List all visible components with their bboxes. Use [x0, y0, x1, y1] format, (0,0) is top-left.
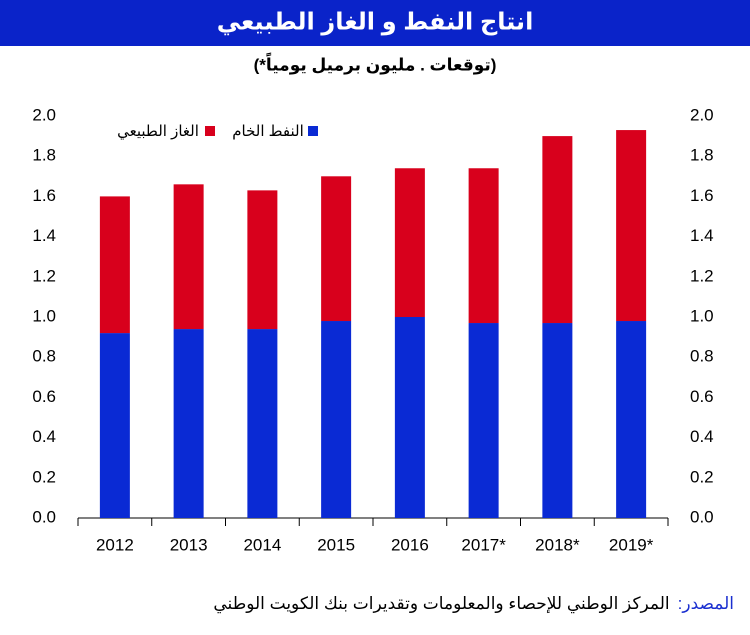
legend-label: الغاز الطبيعي	[117, 123, 199, 141]
y2-tick-label: 1.0	[690, 306, 714, 325]
y2-tick-label: 0.2	[690, 467, 714, 486]
y-tick-label: 1.0	[32, 306, 56, 325]
y2-tick-label: 0.4	[690, 427, 714, 446]
x-tick-label: 2012	[96, 535, 134, 554]
bar-segment	[173, 184, 204, 330]
y2-tick-label: 0.6	[690, 387, 714, 406]
bar-segment	[616, 321, 647, 518]
chart-subtitle: (*توقعات . مليون برميل يومياً)	[254, 52, 497, 76]
x-tick-label: 2016	[391, 535, 429, 554]
bar-segment	[321, 176, 352, 322]
legend-swatch	[308, 126, 318, 136]
bar-segment	[394, 168, 425, 317]
legend-swatch	[205, 126, 215, 136]
y-tick-label: 2.0	[32, 105, 56, 124]
y-tick-label: 1.4	[32, 226, 56, 245]
x-tick-label: 2014	[243, 535, 281, 554]
bar-segment	[468, 323, 499, 518]
x-tick-label: 2018*	[535, 535, 580, 554]
x-tick-label: 2019*	[609, 535, 654, 554]
y2-tick-label: 1.2	[690, 266, 714, 285]
x-tick-label: 2015	[317, 535, 355, 554]
bar-segment	[99, 196, 130, 334]
bar-segment	[542, 136, 573, 324]
x-tick-label: 2017*	[461, 535, 506, 554]
y2-tick-label: 0.0	[690, 507, 714, 526]
y2-tick-label: 1.6	[690, 186, 714, 205]
source-text: المركز الوطني للإحصاء والمعلومات وتقديرا…	[213, 594, 670, 613]
y-tick-label: 0.8	[32, 347, 56, 366]
y-tick-label: 1.8	[32, 146, 56, 165]
x-tick-label: 2013	[170, 535, 208, 554]
legend-label: النفط الخام	[232, 123, 304, 140]
bar-segment	[542, 323, 573, 518]
bar-segment	[173, 329, 204, 518]
bar-segment	[247, 329, 278, 518]
bar-segment	[247, 190, 278, 330]
bar-segment	[468, 168, 499, 324]
bar-segment	[99, 333, 130, 518]
bar-segment	[616, 130, 647, 322]
y-tick-label: 0.4	[32, 427, 56, 446]
source-note: المصدر: المركز الوطني للإحصاء والمعلومات …	[213, 594, 734, 614]
title-banner	[0, 0, 750, 46]
chart: انتاج النفط و الغاز الطبيعي (*توقعات . م…	[0, 0, 750, 554]
y-tick-label: 0.6	[32, 387, 56, 406]
y2-tick-label: 0.8	[690, 347, 714, 366]
chart-title: انتاج النفط و الغاز الطبيعي	[217, 8, 534, 35]
y2-tick-label: 1.4	[690, 226, 714, 245]
bar-segment	[321, 321, 352, 518]
source-label: المصدر:	[677, 594, 734, 613]
y-tick-label: 1.2	[32, 266, 56, 285]
y2-tick-label: 1.8	[690, 146, 714, 165]
y-tick-label: 0.2	[32, 467, 56, 486]
y-tick-label: 0.0	[32, 507, 56, 526]
y2-tick-label: 2.0	[690, 105, 714, 124]
y-tick-label: 1.6	[32, 186, 56, 205]
bar-segment	[394, 317, 425, 518]
